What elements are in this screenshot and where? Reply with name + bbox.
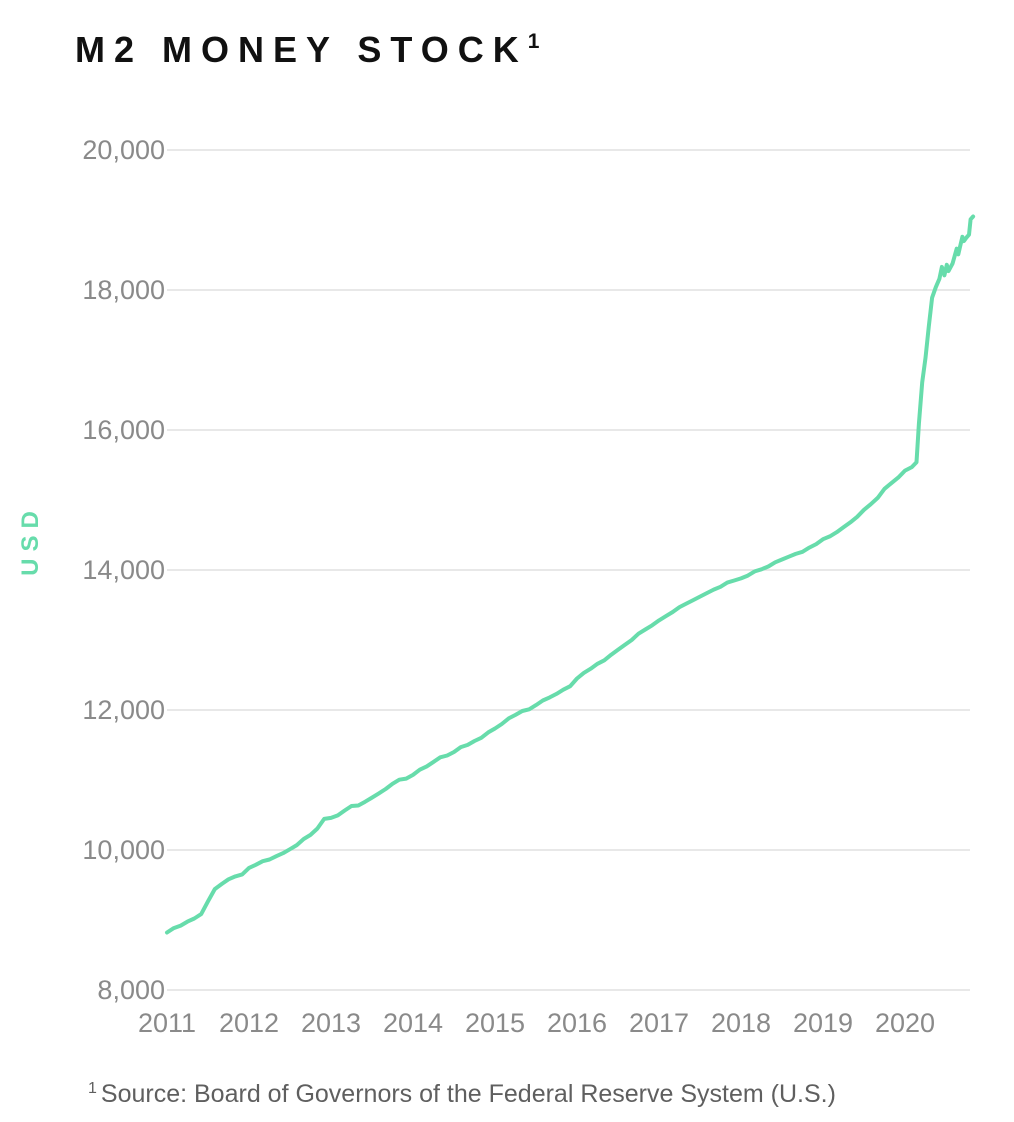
source-footnote: 1 Source: Board of Governors of the Feder…: [88, 1072, 836, 1111]
y-tick-label: 18,000: [82, 275, 165, 305]
x-tick-label: 2016: [546, 1008, 608, 1038]
y-tick-label: 20,000: [82, 135, 165, 165]
x-tick-label: 2011: [137, 1008, 197, 1038]
x-tick-label: 2013: [300, 1008, 362, 1038]
title-footnote-marker: 1: [527, 30, 540, 53]
x-tick-label: 2014: [382, 1008, 444, 1038]
x-tick-label: 2018: [710, 1008, 772, 1038]
y-tick-label: 12,000: [82, 695, 165, 725]
x-tick-label: 2019: [792, 1008, 854, 1038]
x-tick-label: 2020: [874, 1008, 936, 1038]
x-tick-label: 2017: [628, 1008, 690, 1038]
y-tick-label: 8,000: [97, 975, 165, 1005]
footnote-marker: 1: [88, 1080, 97, 1097]
chart-title-text: M2 MONEY STOCK: [75, 29, 528, 70]
x-tick-label: 2015: [464, 1008, 526, 1038]
footnote-text: Source: Board of Governors of the Federa…: [100, 1080, 836, 1108]
y-tick-label: 10,000: [82, 835, 165, 865]
y-tick-label: 16,000: [82, 415, 165, 445]
x-tick-label: 2012: [218, 1008, 280, 1038]
m2-money-stock-line-series: [165, 214, 976, 935]
chart-title: M2 MONEY STOCK1: [75, 20, 539, 72]
y-tick-label: 14,000: [82, 555, 165, 585]
